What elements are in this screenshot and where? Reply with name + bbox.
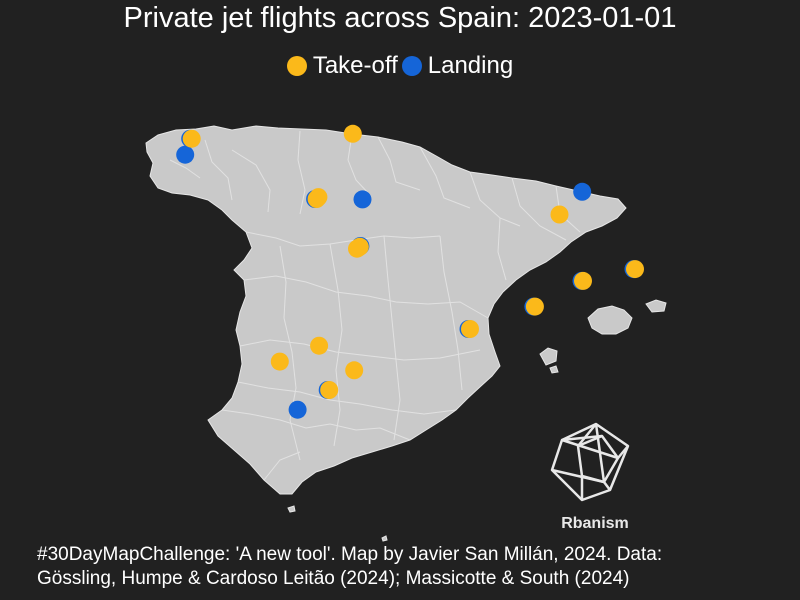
landing-point <box>353 190 372 209</box>
map-caption: #30DayMapChallenge: 'A new tool'. Map by… <box>37 543 797 591</box>
legend-item-landing: Landing <box>401 52 514 80</box>
menorca-shape <box>645 299 667 313</box>
mallorca-shape <box>587 305 633 335</box>
alboran-shape <box>381 535 388 542</box>
takeoff-point <box>348 239 366 258</box>
spain-land <box>145 125 667 542</box>
takeoff-point <box>320 381 339 399</box>
rbanism-logo-icon <box>550 422 630 502</box>
takeoff-point <box>270 352 289 371</box>
takeoff-point <box>343 124 362 143</box>
landing-swatch-icon <box>401 56 422 76</box>
takeoff-point <box>550 205 569 224</box>
takeoff-points <box>182 124 644 399</box>
formentera-shape <box>549 365 559 374</box>
takeoff-point <box>461 320 479 338</box>
ibiza-shape <box>539 347 558 366</box>
province-borders <box>169 130 581 481</box>
caption-line-2: Gössling, Humpe & Cardoso Leitão (2024);… <box>37 568 630 589</box>
legend-label-takeoff: Take-off <box>312 52 398 79</box>
takeoff-point <box>525 297 544 316</box>
takeoff-point <box>309 188 328 207</box>
legend: Take-off Landing <box>0 52 800 80</box>
landing-point <box>288 400 307 419</box>
caption-line-1: #30DayMapChallenge: 'A new tool'. Map by… <box>37 544 663 565</box>
takeoff-point <box>574 271 592 290</box>
logo-text: Rbanism <box>561 515 629 532</box>
ceuta-shape <box>287 505 296 513</box>
landing-point <box>573 182 592 201</box>
takeoff-point <box>182 129 201 148</box>
takeoff-swatch-icon <box>286 56 307 76</box>
takeoff-point <box>310 336 329 355</box>
landing-point <box>176 145 195 164</box>
takeoff-point <box>626 260 644 279</box>
map-title: Private jet flights across Spain: 2023-0… <box>123 2 677 34</box>
takeoff-point <box>345 361 364 380</box>
mainland-spain-shape <box>145 125 627 495</box>
legend-label-landing: Landing <box>427 52 514 79</box>
legend-item-takeoff: Take-off <box>286 52 398 80</box>
